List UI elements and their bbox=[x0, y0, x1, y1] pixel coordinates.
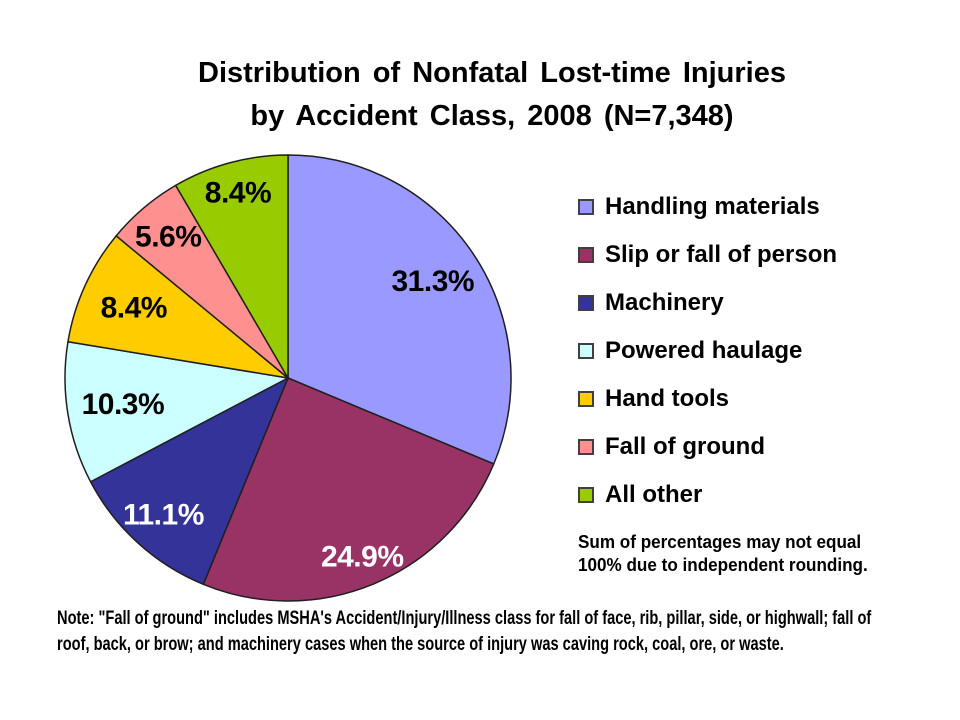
pie-slice-value-label-hand-tools: 8.4% bbox=[101, 291, 167, 324]
footnote: Note: "Fall of ground" includes MSHA's A… bbox=[57, 606, 871, 658]
pie-slice-hand-tools bbox=[67, 235, 289, 379]
footnote-line-1: Note: "Fall of ground" includes MSHA's A… bbox=[57, 608, 872, 629]
legend-item-machinery: Machinery bbox=[578, 279, 837, 327]
legend-label-hand-tools: Hand tools bbox=[605, 385, 729, 412]
rounding-note: Sum of percentages may not equal 100% du… bbox=[578, 531, 868, 577]
chart-title-line-2: by Accident Class, 2008 (N=7,348) bbox=[250, 100, 734, 132]
legend-item-slip-or-fall-of-person: Slip or fall of person bbox=[578, 231, 837, 279]
legend-item-powered-haulage: Powered haulage bbox=[578, 327, 837, 375]
legend: Handling materials Slip or fall of person… bbox=[578, 183, 837, 519]
pie-slice-value-label-powered-haulage: 10.3% bbox=[82, 388, 165, 421]
legend-item-fall-of-ground: Fall of ground bbox=[578, 423, 837, 471]
pie-slice-value-label-machinery: 11.1% bbox=[123, 498, 204, 531]
legend-label-handling-materials: Handling materials bbox=[605, 193, 820, 220]
pie-slice-all-other bbox=[174, 154, 289, 379]
legend-item-handling-materials: Handling materials bbox=[578, 183, 837, 231]
chart-title: Distribution of Nonfatal Lost-time Injur… bbox=[12, 52, 960, 138]
pie-slice-handling-materials bbox=[287, 154, 512, 465]
legend-item-all-other: All other bbox=[578, 471, 837, 519]
legend-swatch-fall-of-ground bbox=[578, 439, 594, 455]
rounding-note-line-2: 100% due to independent rounding. bbox=[578, 555, 868, 575]
pie-slice-slip-or-fall-of-person bbox=[202, 377, 495, 602]
pie-slice-value-label-fall-of-ground: 5.6% bbox=[135, 220, 201, 253]
pie-slice-value-label-slip-or-fall-of-person: 24.9% bbox=[321, 541, 404, 574]
legend-label-all-other: All other bbox=[605, 481, 703, 508]
pie-slice-machinery bbox=[89, 377, 289, 586]
legend-swatch-all-other bbox=[578, 487, 594, 503]
legend-swatch-powered-haulage bbox=[578, 343, 594, 359]
rounding-note-line-1: Sum of percentages may not equal bbox=[578, 532, 862, 552]
legend-swatch-hand-tools bbox=[578, 391, 594, 407]
legend-swatch-machinery bbox=[578, 295, 594, 311]
legend-swatch-handling-materials bbox=[578, 199, 594, 215]
pie-slice-value-label-all-other: 8.4% bbox=[205, 176, 271, 209]
legend-label-powered-haulage: Powered haulage bbox=[605, 337, 803, 364]
pie-slice-powered-haulage bbox=[64, 340, 289, 483]
pie-slice-value-label-handling-materials: 31.3% bbox=[391, 265, 474, 298]
legend-label-machinery: Machinery bbox=[605, 289, 724, 316]
footnote-line-2: roof, back, or brow; and machinery cases… bbox=[57, 634, 784, 655]
legend-label-slip-or-fall-of-person: Slip or fall of person bbox=[605, 241, 838, 268]
legend-item-hand-tools: Hand tools bbox=[578, 375, 837, 423]
legend-swatch-slip-or-fall-of-person bbox=[578, 247, 594, 263]
chart-title-line-1: Distribution of Nonfatal Lost-time Injur… bbox=[198, 57, 786, 89]
legend-label-fall-of-ground: Fall of ground bbox=[605, 433, 765, 460]
